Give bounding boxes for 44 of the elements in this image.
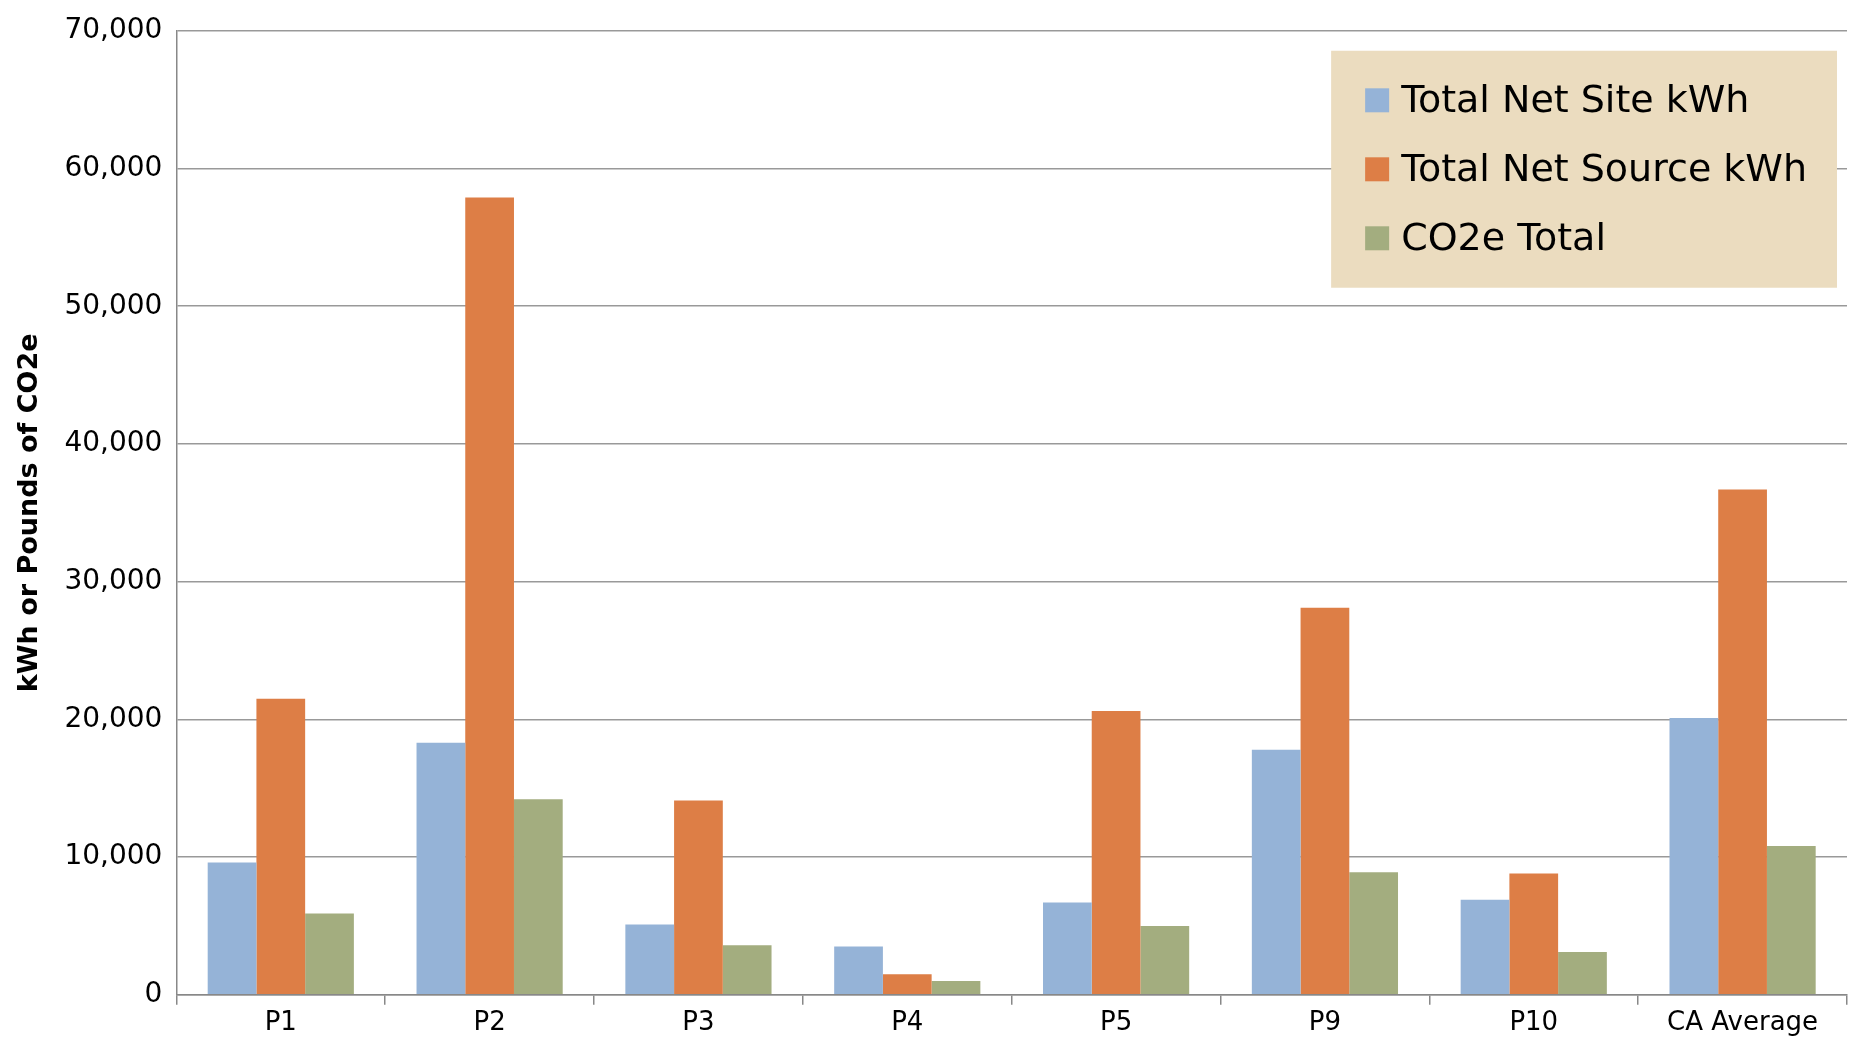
bar — [305, 913, 354, 995]
bar — [625, 924, 675, 995]
bar — [1140, 925, 1190, 995]
y-tick-label: 20,000 — [64, 700, 163, 734]
bar — [207, 862, 257, 995]
y-tick-label: 60,000 — [64, 149, 163, 183]
bar — [1349, 872, 1399, 995]
legend-label: Total Net Site kWh — [1400, 77, 1750, 122]
bar — [674, 800, 723, 995]
bar — [513, 799, 563, 995]
bar — [1300, 607, 1350, 995]
y-tick-label: 10,000 — [64, 838, 163, 872]
bar — [256, 698, 306, 995]
bar — [1766, 846, 1816, 995]
bar — [1091, 711, 1141, 995]
bar — [931, 981, 981, 995]
y-tick-label: 50,000 — [64, 287, 163, 321]
bar — [1718, 489, 1767, 995]
x-tick-label: CA Average — [1667, 1006, 1819, 1037]
x-tick-label: P5 — [1099, 1006, 1133, 1037]
x-tick-label: P3 — [682, 1006, 715, 1037]
bar — [1043, 902, 1092, 995]
legend-label: CO2e Total — [1401, 215, 1606, 260]
y-tick-label: 70,000 — [64, 12, 163, 46]
bar — [416, 742, 466, 995]
y-axis-title: kWh or Pounds of CO2e — [12, 333, 44, 693]
bar — [465, 197, 514, 995]
bar — [1558, 952, 1607, 995]
bar — [1460, 899, 1510, 995]
bar — [1251, 749, 1301, 995]
bar — [722, 945, 772, 995]
x-tick-label: P9 — [1308, 1006, 1342, 1037]
legend-label: Total Net Source kWh — [1400, 146, 1808, 191]
y-tick-label: 30,000 — [64, 562, 163, 596]
x-tick-label: P2 — [473, 1006, 506, 1037]
x-tick-label: P4 — [891, 1006, 924, 1037]
x-tick-label: P1 — [264, 1006, 297, 1037]
y-tick-label: 0 — [144, 976, 163, 1010]
bar — [882, 974, 932, 995]
bar — [1669, 717, 1719, 995]
bar — [834, 946, 883, 995]
y-tick-label: 40,000 — [64, 425, 163, 459]
bar — [1509, 873, 1559, 995]
x-tick-label: P10 — [1509, 1006, 1559, 1037]
